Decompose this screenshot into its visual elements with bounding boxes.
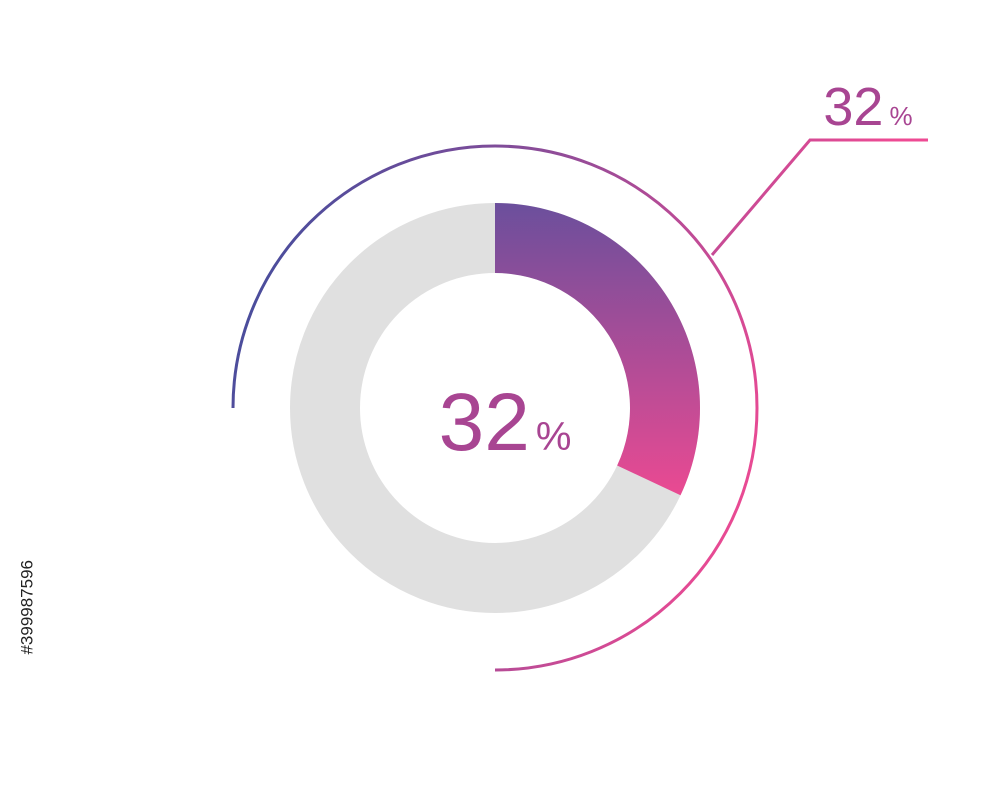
watermark-id: #399987596: [17, 560, 36, 655]
callout-label-unit: %: [889, 101, 912, 131]
center-label-unit: %: [536, 415, 572, 459]
callout-label: 32%: [823, 77, 912, 137]
center-label: 32%: [439, 377, 572, 468]
leader-line: [710, 138, 928, 256]
outer-arc: [231, 144, 759, 672]
callout-label-value: 32: [823, 77, 883, 137]
center-label-value: 32: [439, 377, 530, 468]
donut-segment: [495, 203, 700, 496]
